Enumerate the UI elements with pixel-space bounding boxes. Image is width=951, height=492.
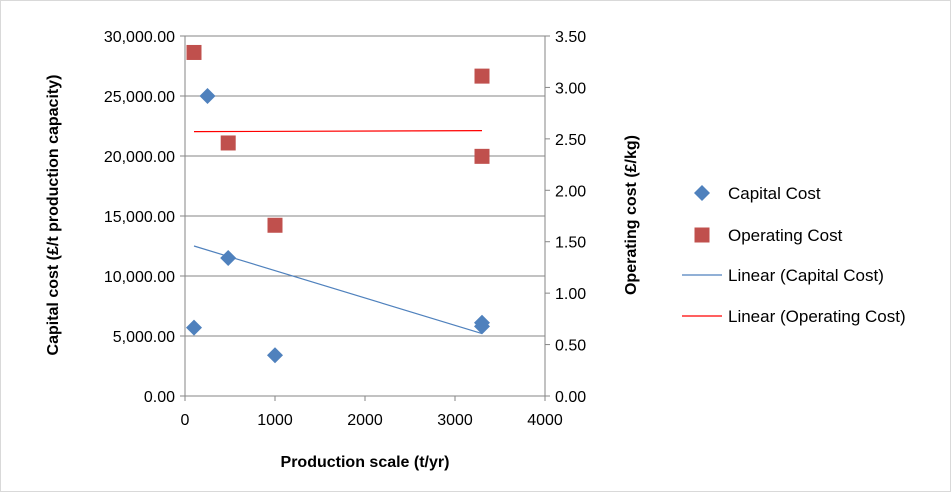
- y2-tick-label: 1.50: [555, 235, 586, 252]
- capital-cost-point: [474, 314, 490, 331]
- y2-tick-label: 3.00: [555, 80, 586, 97]
- operating-cost-point: [220, 135, 236, 151]
- y-tick-label: 5,000.00: [113, 329, 175, 346]
- y-tick-label: 0.00: [144, 389, 175, 406]
- trendline-2: [193, 245, 483, 335]
- legend-label: Linear (Operating Cost): [728, 307, 906, 326]
- operating-cost-point: [474, 148, 490, 164]
- y-tick-label: 10,000.00: [104, 269, 175, 286]
- capital-cost-point: [220, 250, 237, 266]
- capital-cost-point: [199, 88, 216, 104]
- right-axis-ticks: 0.00 0.50 1.00 1.50 2.00 2.50 3.00 3.50: [545, 29, 586, 406]
- y2-tick-label: 2.50: [555, 132, 586, 149]
- legend-symbol: [694, 227, 710, 243]
- plot-marks: [186, 44, 490, 364]
- y2-tick-label: 0.00: [555, 389, 586, 406]
- y2-tick-label: 0.50: [555, 338, 586, 355]
- operating-cost-point: [474, 68, 490, 84]
- x-tick-label: 1000: [257, 412, 293, 429]
- gridlines: [185, 35, 545, 337]
- operating-cost-point: [267, 217, 283, 233]
- x-tick-label: 0: [181, 412, 190, 429]
- legend-symbol: [694, 185, 710, 201]
- y2-tick-label: 3.50: [555, 29, 586, 46]
- legend: Capital Cost Operating Cost Linear (Capita…: [682, 184, 906, 326]
- x-tick-label: 3000: [437, 412, 473, 429]
- y2-tick-label: 2.00: [555, 183, 586, 200]
- y-tick-label: 15,000.00: [104, 209, 175, 226]
- operating-cost-point: [186, 44, 202, 60]
- capital-cost-point: [186, 319, 202, 336]
- y-tick-label: 30,000.00: [104, 29, 175, 46]
- x-axis-ticks: 0 1000 2000 3000 4000: [181, 396, 563, 429]
- x-tick-label: 2000: [347, 412, 383, 429]
- x-axis-title: Production scale (t/yr): [281, 454, 450, 471]
- legend-label: Capital Cost: [728, 184, 821, 203]
- x-tick-label: 4000: [527, 412, 563, 429]
- y-tick-label: 25,000.00: [104, 89, 175, 106]
- trendline-3: [193, 130, 483, 133]
- y2-axis-title: Operating cost (£/kg): [623, 135, 640, 295]
- left-axis-ticks: 0.00 5,000.00 10,000.00 15,000.00 20,000.00 2…: [104, 29, 185, 406]
- legend-label: Operating Cost: [728, 226, 843, 245]
- y-tick-label: 20,000.00: [104, 149, 175, 166]
- y-axis-title: Capital cost (£/t production capacity): [45, 75, 62, 356]
- capital-cost-point: [267, 347, 283, 364]
- y2-tick-label: 1.00: [555, 286, 586, 303]
- legend-label: Linear (Capital Cost): [728, 266, 884, 285]
